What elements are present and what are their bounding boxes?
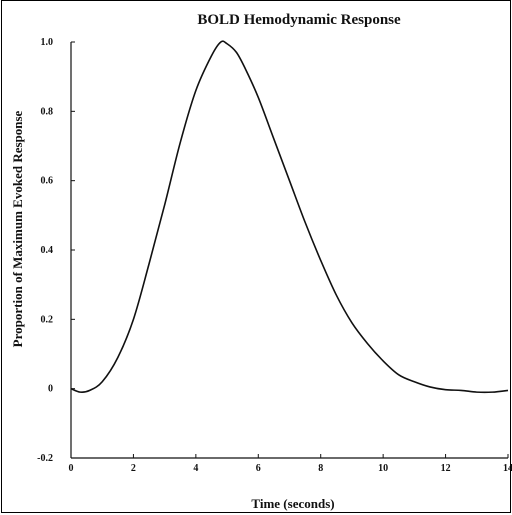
x-tick-label: 8 — [318, 463, 323, 474]
y-tick-label: 0 — [48, 384, 53, 395]
x-tick-label: 2 — [131, 463, 136, 474]
y-tick-label: -0.2 — [37, 453, 53, 464]
chart-title: BOLD Hemodynamic Response — [197, 12, 401, 28]
x-tick-label: 14 — [503, 463, 512, 474]
x-tick-label: 12 — [441, 463, 451, 474]
y-tick-label: 0.6 — [41, 176, 54, 187]
x-tick-label: 6 — [256, 463, 261, 474]
plot-area: 0 2 4 6 8 10 12 14 -0.2 0 0.2 0.4 0.6 0.8 1.0 — [37, 37, 512, 474]
y-tick-label: 0.4 — [41, 245, 54, 256]
x-tick-label: 10 — [378, 463, 388, 474]
y-tick-label: 0.2 — [41, 314, 54, 325]
y-tick-label: 0.8 — [41, 106, 54, 117]
y-tick-label: 1.0 — [41, 37, 54, 48]
x-tick-label: 0 — [69, 463, 74, 474]
x-tick-label: 4 — [193, 463, 198, 474]
series-line-0 — [70, 40, 509, 394]
y-axis-label: Proportion of Maximum Evoked Response — [10, 110, 25, 347]
x-axis-label: Time (seconds) — [251, 496, 334, 511]
